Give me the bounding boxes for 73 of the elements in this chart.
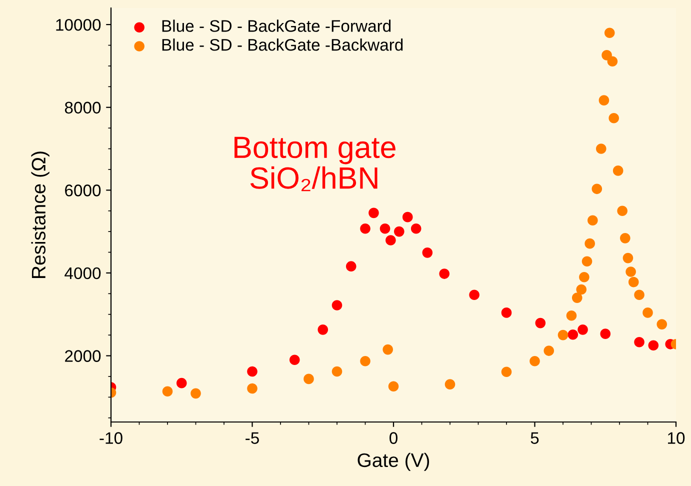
point: [598, 95, 610, 106]
point: [648, 340, 659, 351]
x-tick-label: 0: [390, 432, 398, 444]
point: [346, 261, 356, 272]
point: [530, 356, 540, 366]
point: [607, 56, 618, 67]
y-tick-label: 2000: [65, 350, 101, 362]
point: [582, 256, 592, 267]
point: [382, 344, 393, 355]
point: [535, 318, 546, 328]
legend-label: Blue - SD - BackGate -Forward: [162, 20, 391, 32]
point: [386, 235, 396, 246]
x-tick-label: 5: [530, 432, 539, 444]
point: [634, 336, 644, 348]
x-tick-label: 10: [668, 432, 685, 444]
annotation: Bottom gate SiO₂/hBN: [234, 136, 396, 192]
y-tick-label: 4000: [64, 267, 101, 280]
point: [394, 226, 404, 237]
point: [332, 300, 342, 310]
point: [388, 381, 399, 392]
point: [304, 374, 314, 384]
point: [608, 112, 619, 124]
x-tick-label: -10: [100, 432, 122, 444]
y-tick-label: 6000: [65, 184, 101, 196]
x-tick-label: -5: [246, 432, 259, 444]
point: [612, 166, 624, 176]
point: [360, 356, 370, 366]
point: [439, 268, 450, 279]
point: [626, 266, 636, 277]
point: [584, 238, 595, 249]
point: [422, 248, 433, 258]
point: [501, 308, 512, 318]
point: [642, 308, 653, 318]
point: [576, 284, 587, 295]
point: [402, 212, 413, 222]
point: [162, 386, 173, 397]
point: [578, 324, 588, 335]
point: [444, 379, 456, 390]
point: [596, 144, 606, 154]
point: [572, 292, 582, 303]
point: [176, 378, 187, 388]
y-tick-label: 8000: [64, 102, 101, 114]
x-axis-title: Gate (V): [358, 452, 430, 471]
point: [332, 366, 342, 377]
point: [617, 206, 628, 216]
point: [604, 28, 615, 38]
y-tick-label: 10000: [56, 18, 101, 31]
point: [588, 215, 598, 226]
point: [634, 290, 644, 300]
point: [289, 354, 300, 366]
point: [190, 388, 201, 399]
point: [360, 224, 370, 234]
point: [620, 233, 630, 244]
point: [568, 329, 578, 340]
point: [566, 310, 577, 321]
point: [247, 366, 258, 377]
point: [368, 208, 379, 218]
point: [628, 276, 639, 288]
legend-label: Blue - SD - BackGate -Backward: [162, 38, 403, 51]
point: [656, 319, 668, 330]
point: [410, 224, 422, 234]
point: [318, 324, 328, 335]
point: [247, 383, 258, 394]
point: [622, 252, 634, 264]
point: [380, 224, 390, 234]
y-axis-title: Resistance (Ω): [31, 152, 50, 278]
point: [558, 330, 568, 340]
point: [469, 290, 480, 300]
point: [592, 184, 602, 194]
point: [579, 272, 590, 282]
point: [501, 366, 512, 378]
point: [544, 346, 554, 356]
point: [600, 328, 611, 339]
